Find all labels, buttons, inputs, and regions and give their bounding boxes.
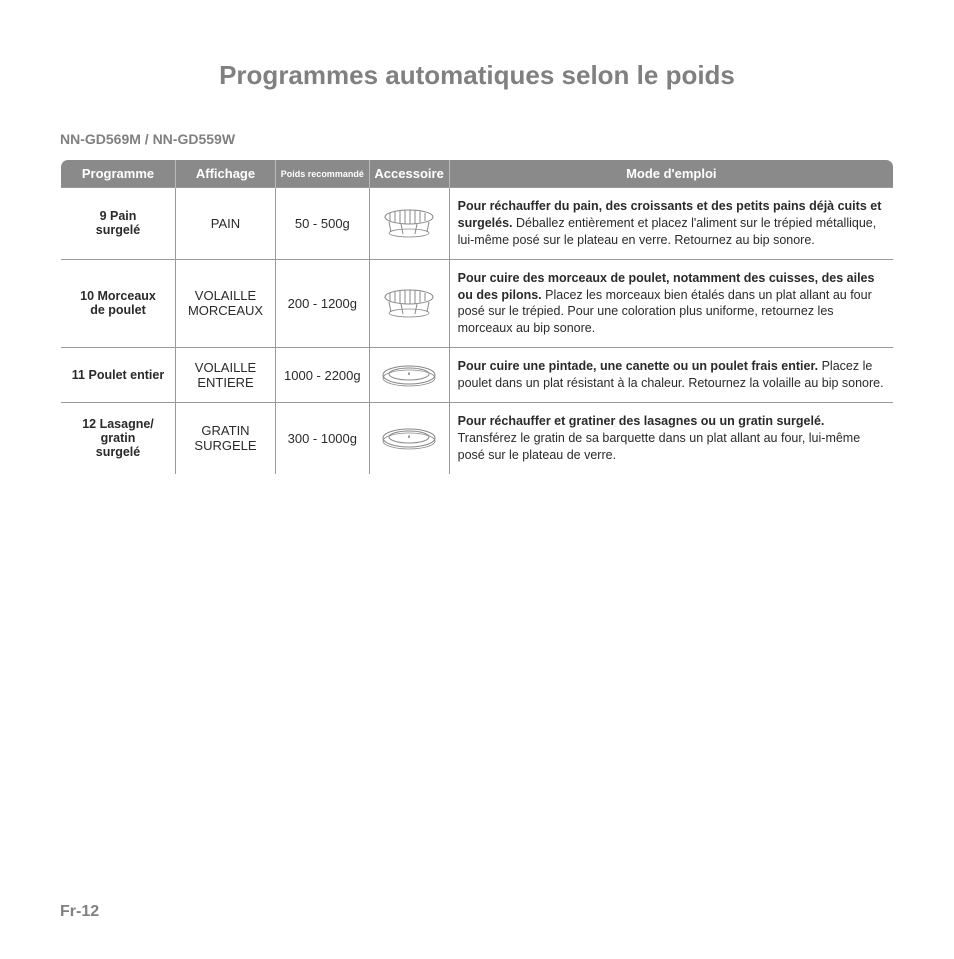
- table-row: 12 Lasagne/gratinsurgeléGRATINSURGELE300…: [61, 402, 894, 474]
- th-affichage: Affichage: [176, 160, 276, 188]
- cell-poids: 200 - 1200g: [276, 259, 370, 348]
- table-body: 9 PainsurgeléPAIN50 - 500g Pour réchauff…: [61, 188, 894, 475]
- cell-accessoire: [369, 348, 449, 403]
- cell-accessoire: [369, 259, 449, 348]
- cell-mode: Pour cuire des morceaux de poulet, notam…: [449, 259, 893, 348]
- plat-icon: [381, 363, 437, 387]
- plat-icon: [381, 426, 437, 450]
- th-mode: Mode d'emploi: [449, 160, 893, 188]
- cell-poids: 300 - 1000g: [276, 402, 370, 474]
- cell-mode: Pour réchauffer du pain, des croissants …: [449, 188, 893, 260]
- mode-rest: Transférez le gratin de sa barquette dan…: [458, 431, 861, 462]
- cell-mode: Pour cuire une pintade, une canette ou u…: [449, 348, 893, 403]
- table-row: 9 PainsurgeléPAIN50 - 500g Pour réchauff…: [61, 188, 894, 260]
- cell-accessoire: [369, 402, 449, 474]
- th-poids: Poids recommandé: [276, 160, 370, 188]
- programs-table: Programme Affichage Poids recommandé Acc…: [60, 159, 894, 475]
- mode-bold: Pour réchauffer et gratiner des lasagnes…: [458, 414, 825, 428]
- cell-affichage: PAIN: [176, 188, 276, 260]
- mode-rest: Déballez entièrement et placez l'aliment…: [458, 216, 877, 247]
- cell-programme: 11 Poulet entier: [61, 348, 176, 403]
- page: Programmes automatiques selon le poids N…: [0, 0, 954, 959]
- cell-programme: 10 Morceauxde poulet: [61, 259, 176, 348]
- page-number: Fr-12: [60, 903, 99, 921]
- table-header-row: Programme Affichage Poids recommandé Acc…: [61, 160, 894, 188]
- table-row: 10 Morceauxde pouletVOLAILLEMORCEAUX200 …: [61, 259, 894, 348]
- th-accessoire: Accessoire: [369, 160, 449, 188]
- trepied-icon: [381, 207, 437, 239]
- mode-bold: Pour cuire une pintade, une canette ou u…: [458, 359, 818, 373]
- trepied-icon: [381, 287, 437, 319]
- th-programme: Programme: [61, 160, 176, 188]
- cell-mode: Pour réchauffer et gratiner des lasagnes…: [449, 402, 893, 474]
- cell-programme: 9 Painsurgelé: [61, 188, 176, 260]
- cell-programme: 12 Lasagne/gratinsurgelé: [61, 402, 176, 474]
- cell-accessoire: [369, 188, 449, 260]
- cell-affichage: GRATINSURGELE: [176, 402, 276, 474]
- cell-affichage: VOLAILLEMORCEAUX: [176, 259, 276, 348]
- cell-poids: 50 - 500g: [276, 188, 370, 260]
- cell-poids: 1000 - 2200g: [276, 348, 370, 403]
- cell-affichage: VOLAILLEENTIERE: [176, 348, 276, 403]
- model-number: NN-GD569M / NN-GD559W: [60, 131, 894, 147]
- table-row: 11 Poulet entierVOLAILLEENTIERE1000 - 22…: [61, 348, 894, 403]
- page-title: Programmes automatiques selon le poids: [60, 60, 894, 91]
